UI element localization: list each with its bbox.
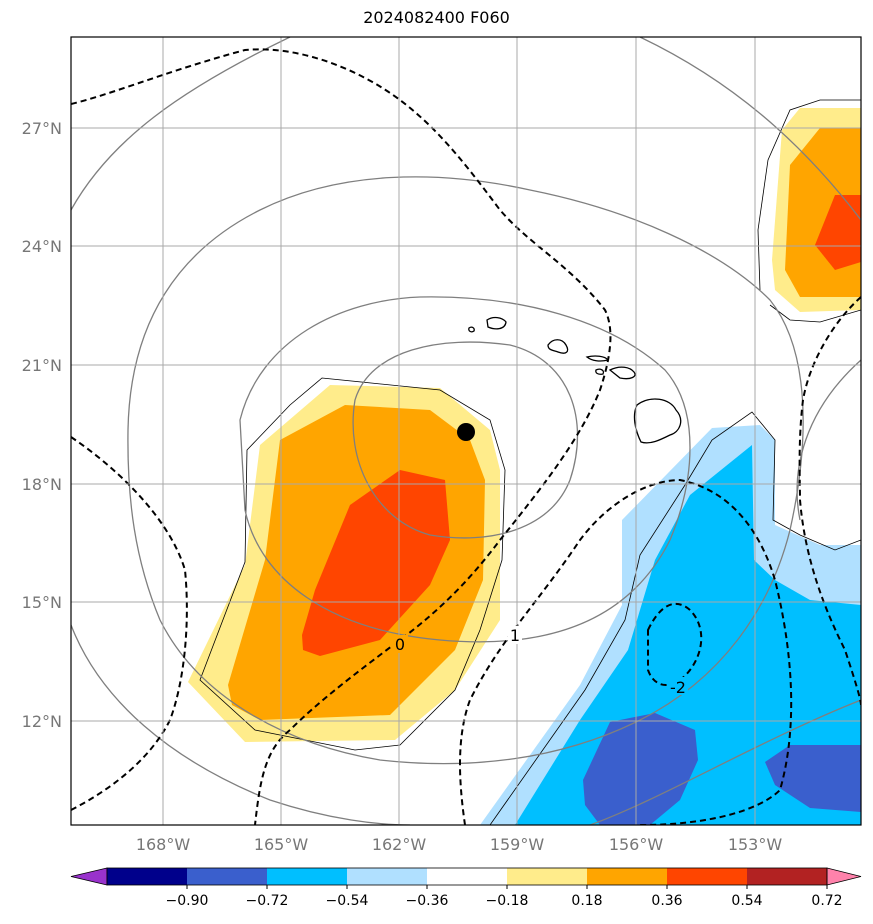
dashed-contour-upper	[71, 48, 612, 825]
colorbar-frame	[106, 867, 828, 886]
island-niihau	[468, 326, 475, 333]
lat-label-21: 21°N	[22, 356, 62, 375]
outline-contour-se	[489, 411, 861, 825]
outline-contour-ne	[757, 99, 861, 323]
grey-contour-5	[639, 37, 861, 221]
hawaiian-islands	[468, 316, 682, 444]
contour-label-0: 0	[395, 635, 405, 654]
contour-label-neg2: -2	[670, 678, 686, 697]
grey-contour-7	[589, 699, 861, 825]
grey-contour-1	[352, 341, 578, 539]
colorbar-tick-label: 0.36	[651, 893, 682, 909]
island-maui	[608, 366, 636, 380]
island-oahu	[547, 339, 569, 354]
colorbar-tick-label: −0.18	[486, 893, 529, 909]
colorbar: −0.90 −0.72 −0.54 −0.36 −0.18 0.18 0.36 0.54 0.7…	[70, 867, 862, 909]
island-hawaii	[633, 398, 682, 444]
lat-label-18: 18°N	[22, 475, 62, 494]
colorbar-extend-low	[70, 867, 108, 886]
colorbar-segment	[187, 868, 268, 885]
lon-label-156: 156°W	[609, 835, 664, 854]
island-kahoolawe	[595, 368, 605, 375]
positive-anomaly-ne-strong	[815, 195, 861, 270]
lat-label-15: 15°N	[22, 593, 62, 612]
colorbar-segment	[587, 868, 668, 885]
negative-anomaly-strong-e	[765, 745, 861, 812]
negative-anomaly-strong	[583, 713, 698, 825]
lat-label-27: 27°N	[22, 119, 62, 138]
map-frame	[70, 36, 862, 826]
lon-label-159: 159°W	[490, 835, 545, 854]
colorbar-segment	[507, 868, 588, 885]
positive-anomaly-strong	[302, 470, 450, 656]
lat-label-12: 12°N	[22, 712, 62, 731]
grey-contour-2	[239, 296, 691, 643]
lon-label-168: 168°W	[136, 835, 191, 854]
storm-center-marker	[457, 423, 475, 441]
colorbar-tick-label: −0.54	[326, 893, 369, 909]
lon-labels: 168°W 165°W 162°W 159°W 156°W 153°W	[136, 835, 783, 854]
colorbar-segment	[347, 868, 428, 885]
lon-label-162: 162°W	[372, 835, 427, 854]
dashed-contour-east	[798, 296, 861, 706]
map-title: 2024082400 F060	[363, 8, 510, 27]
grey-contour-6	[71, 624, 411, 825]
lat-label-24: 24°N	[22, 237, 62, 256]
colorbar-tick-label: −0.72	[246, 893, 289, 909]
colorbar-tick-label: −0.36	[406, 893, 449, 909]
dashed-contour-west	[71, 436, 188, 811]
lon-label-165: 165°W	[254, 835, 309, 854]
dashed-contour-small	[647, 602, 703, 686]
colorbar-segment	[747, 868, 828, 885]
colorbar-extend-high	[826, 867, 862, 886]
contour-label-1: 1	[510, 626, 520, 645]
colorbar-tick-label: 0.54	[731, 893, 762, 909]
grey-contours	[71, 37, 861, 825]
grey-contour-4	[71, 37, 291, 211]
colorbar-segment	[427, 868, 508, 885]
dashed-contours	[71, 48, 861, 825]
lat-labels: 27°N 24°N 21°N 18°N 15°N 12°N	[22, 119, 62, 731]
negative-anomaly-medium	[515, 445, 861, 825]
colorbar-segment	[107, 868, 188, 885]
colorbar-tick-label: −0.90	[166, 893, 209, 909]
lon-label-153: 153°W	[728, 835, 783, 854]
colorbar-segment	[667, 868, 748, 885]
colorbar-tick-label: 0.72	[811, 893, 842, 909]
grey-contour-3	[127, 176, 804, 765]
outline-contour-west	[199, 377, 506, 751]
island-molokai	[585, 355, 610, 362]
grey-contour-8	[796, 359, 861, 521]
colorbar-tick-label: 0.18	[571, 893, 602, 909]
island-kauai	[486, 316, 507, 330]
gridlines	[71, 37, 861, 825]
colorbar-segment	[267, 868, 348, 885]
